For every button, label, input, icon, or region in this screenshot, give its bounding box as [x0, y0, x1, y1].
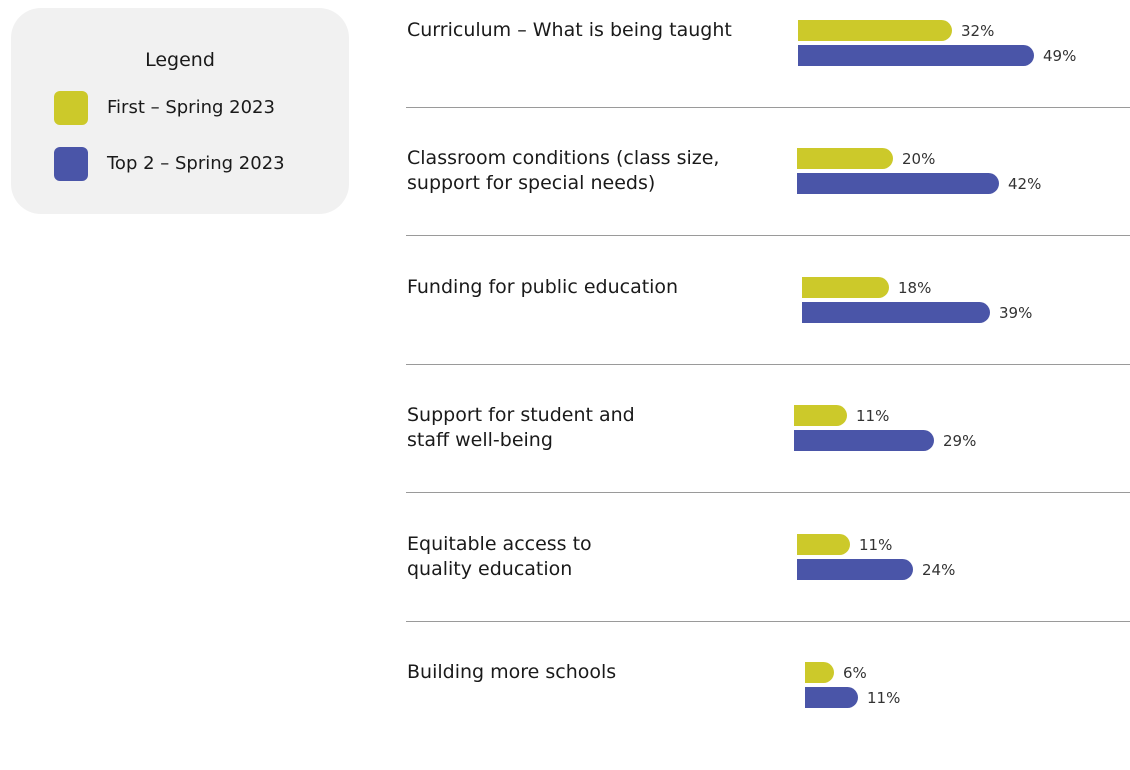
category-label: Curriculum – What is being taught — [407, 19, 732, 41]
chart-row: Classroom conditions (class size, suppor… — [0, 128, 1130, 256]
chart-row: Support for student and staff well-being… — [0, 385, 1130, 513]
bar-first — [805, 662, 834, 683]
value-label-first: 11% — [856, 407, 890, 425]
legend-item-top2: Top 2 – Spring 2023 — [54, 147, 285, 181]
bar-first — [797, 148, 893, 169]
chart-row: Building more schools 6% 11% — [0, 642, 1130, 770]
chart-row: Curriculum – What is being taught 32% 49% — [0, 0, 1130, 128]
category-label: Support for student and staff well-being — [407, 404, 635, 451]
legend-panel: Legend First – Spring 2023 Top 2 – Sprin… — [11, 8, 349, 214]
bar-first — [797, 534, 850, 555]
bar-top2 — [798, 45, 1034, 66]
chart-row: Equitable access to quality education 11%… — [0, 514, 1130, 642]
bar-top2 — [797, 173, 999, 194]
row-divider — [406, 235, 1130, 236]
value-label-top2: 49% — [1043, 47, 1077, 65]
row-divider — [406, 621, 1130, 622]
bar-top2 — [802, 302, 990, 323]
row-divider — [406, 364, 1130, 365]
value-label-first: 18% — [898, 279, 932, 297]
chart-row: Funding for public education 18% 39% — [0, 257, 1130, 385]
bar-top2 — [794, 430, 934, 451]
legend-swatch-top2 — [54, 147, 88, 181]
row-divider — [406, 492, 1130, 493]
bar-top2 — [805, 687, 858, 708]
value-label-top2: 24% — [922, 561, 956, 579]
value-label-first: 20% — [902, 150, 936, 168]
value-label-first: 6% — [843, 664, 867, 682]
bar-first — [802, 277, 889, 298]
value-label-top2: 42% — [1008, 175, 1042, 193]
bar-chart: Curriculum – What is being taught 32% 49% C… — [0, 0, 1130, 708]
value-label-first: 11% — [859, 536, 893, 554]
bar-top2 — [797, 559, 913, 580]
legend-item-first: First – Spring 2023 — [54, 91, 275, 125]
legend-swatch-first — [54, 91, 88, 125]
category-label: Equitable access to quality education — [407, 533, 592, 580]
legend-title: Legend — [145, 49, 215, 71]
value-label-top2: 29% — [943, 432, 977, 450]
category-label: Building more schools — [407, 661, 617, 683]
value-label-top2: 11% — [867, 689, 901, 707]
value-label-first: 32% — [961, 22, 995, 40]
category-label: Classroom conditions (class size, suppor… — [407, 147, 720, 194]
legend-label-first: First – Spring 2023 — [107, 97, 275, 118]
row-divider — [406, 107, 1130, 108]
bar-first — [798, 20, 952, 41]
legend-label-top2: Top 2 – Spring 2023 — [107, 153, 285, 174]
value-label-top2: 39% — [999, 304, 1033, 322]
bar-first — [794, 405, 847, 426]
category-label: Funding for public education — [407, 276, 679, 298]
